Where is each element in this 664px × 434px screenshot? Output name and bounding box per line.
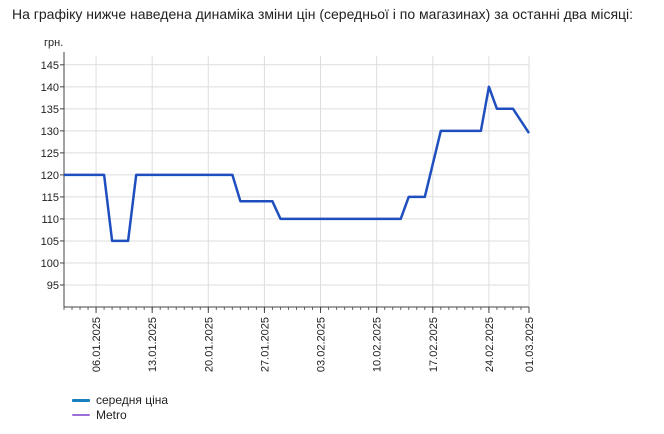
y-tick-labels: 95 100 105 110 115 120 125 130 135 140 145 [41, 60, 59, 292]
y-tick-label: 140 [41, 82, 59, 94]
y-axis-label: грн. [44, 37, 63, 49]
x-tick-label: 27.01.2025 [259, 317, 271, 372]
grid-lines [64, 56, 530, 307]
legend: середня ціна Metro [72, 393, 168, 423]
legend-label-metro: Metro [96, 408, 127, 422]
series-lines [64, 85, 531, 243]
y-tick-label: 145 [41, 60, 59, 72]
y-tick-label: 130 [41, 126, 59, 138]
y-tick-label: 120 [41, 170, 59, 182]
y-tick-label: 95 [47, 280, 59, 292]
x-tick-label: 17.02.2025 [428, 317, 440, 372]
x-tick-label: 01.03.2025 [524, 317, 536, 372]
chart-heading: На графіку нижче наведена динаміка зміни… [12, 6, 634, 22]
y-tick-label: 125 [41, 148, 59, 160]
series-line-0 [64, 85, 531, 243]
y-tick-label: 110 [41, 214, 59, 226]
legend-label-average: середня ціна [96, 393, 169, 407]
x-tick-label: 24.02.2025 [484, 317, 496, 372]
y-tick-label: 135 [41, 104, 59, 116]
x-tick-label: 03.02.2025 [316, 317, 328, 372]
x-tick-label: 06.01.2025 [91, 317, 103, 372]
x-tick-labels: 06.01.2025 13.01.2025 20.01.2025 27.01.2025… [91, 317, 536, 372]
x-tick-label: 10.02.2025 [372, 317, 384, 372]
legend-item-metro[interactable]: Metro [72, 408, 168, 422]
x-tick-label: 13.01.2025 [147, 317, 159, 372]
y-tick-label: 105 [41, 236, 59, 248]
legend-swatch-average [72, 398, 90, 402]
legend-item-average[interactable]: середня ціна [72, 393, 168, 407]
legend-swatch-metro [72, 414, 90, 416]
x-tick-label: 20.01.2025 [203, 317, 215, 372]
y-tick-label: 115 [41, 192, 59, 204]
y-tick-label: 100 [41, 258, 59, 270]
axes [60, 52, 530, 313]
